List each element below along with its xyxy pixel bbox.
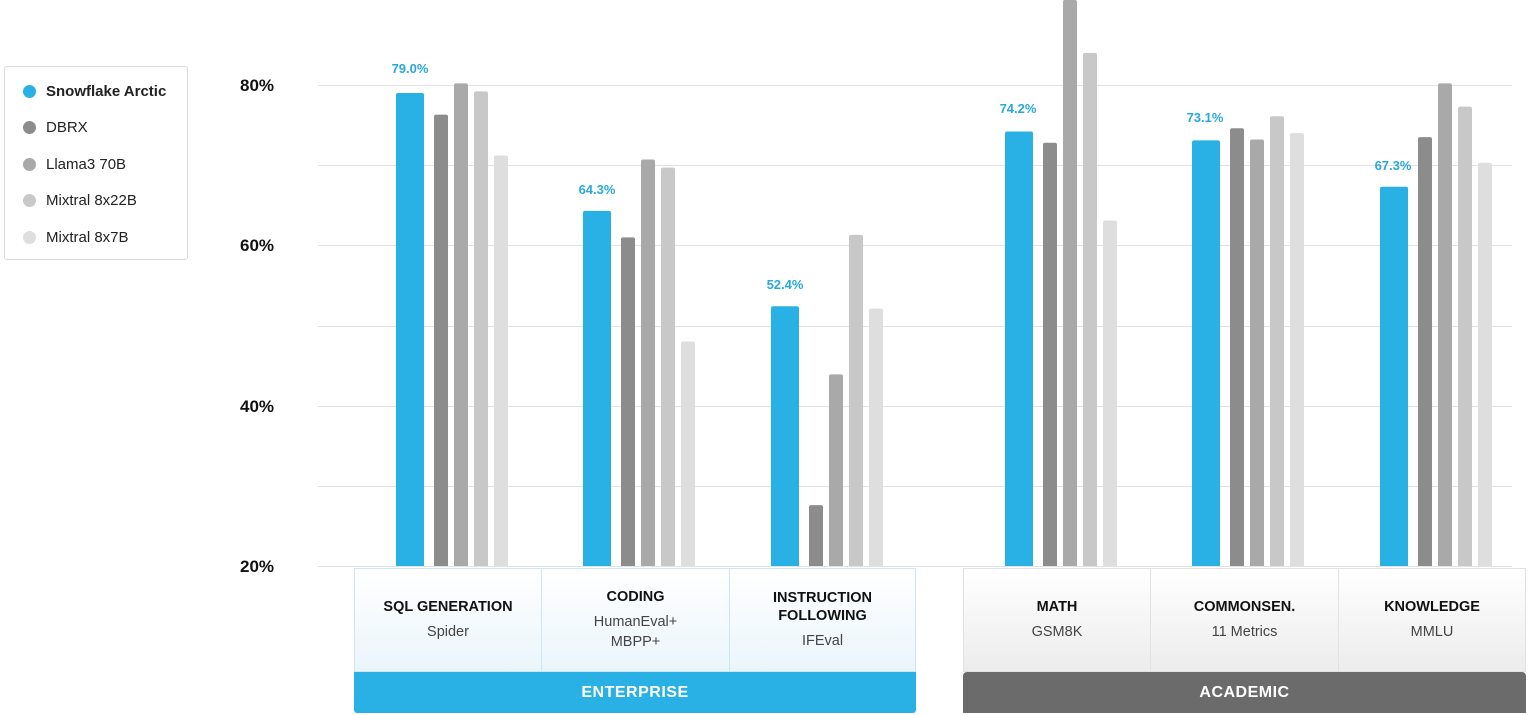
value-label: 52.4% [766, 277, 804, 292]
y-tick-label: 80% [240, 76, 275, 95]
bar-mixtral-8x22b [1458, 106, 1472, 567]
category-sql-generation: SQL GENERATION Spider [354, 568, 542, 672]
category-benchmark: HumanEval+ MBPP+ [593, 614, 678, 650]
legend-item-mixtral-8x7b: Mixtral 8x7B [23, 227, 129, 247]
bar-snowflake-arctic [1192, 140, 1220, 566]
group-enterprise: ENTERPRISE [354, 672, 916, 713]
bar-mixtral-8x22b [1270, 116, 1284, 566]
category-benchmark: Spider [427, 624, 469, 640]
bar-mixtral-8x7b [869, 308, 883, 566]
bar-mixtral-8x22b [849, 234, 863, 566]
category-benchmark: IFEval [801, 633, 844, 649]
legend-item-llama3-70b: Llama3 70B [23, 154, 126, 174]
legend-label: DBRX [46, 118, 88, 136]
bar-mixtral-8x22b [1083, 52, 1097, 566]
bar-snowflake-arctic [1005, 131, 1033, 566]
bar-mixtral-8x7b [1103, 220, 1117, 566]
category-benchmark: MMLU [1410, 624, 1454, 640]
group-academic: ACADEMIC [963, 672, 1526, 713]
bar-dbrx [1418, 137, 1432, 566]
bar-snowflake-arctic [396, 93, 424, 567]
category-name: KNOWLEDGE [1384, 599, 1480, 615]
category-benchmark: 11 Metrics [1211, 624, 1278, 640]
bar-dbrx [809, 505, 823, 566]
legend-swatch [23, 120, 36, 134]
category-name: INSTRUCTION FOLLOWING [772, 590, 873, 624]
legend-swatch [23, 157, 36, 171]
value-label: 74.2% [999, 101, 1037, 116]
value-label: 67.3% [1374, 158, 1412, 173]
legend-label: Snowflake Arctic [46, 82, 167, 100]
category-knowledge: KNOWLEDGE MMLU [1338, 568, 1526, 672]
bar-mixtral-8x7b [494, 155, 508, 566]
category-instruction-following: INSTRUCTION FOLLOWING IFEval [729, 568, 916, 672]
value-label: 73.1% [1186, 110, 1224, 125]
bar-mixtral-8x22b [474, 91, 488, 566]
bar-llama3-70b [1063, 0, 1077, 566]
legend-item-snowflake-arctic: Snowflake Arctic [23, 81, 166, 101]
bar-mixtral-8x7b [681, 341, 695, 566]
y-tick-label: 60% [240, 236, 275, 255]
bar-llama3-70b [829, 374, 843, 566]
legend-swatch [23, 84, 36, 98]
category-name: SQL GENERATION [383, 599, 513, 615]
bar-dbrx [434, 114, 448, 566]
category-benchmark: GSM8K [1031, 624, 1083, 640]
category-name: COMMONSEN. [1193, 599, 1296, 615]
bar-llama3-70b [1250, 139, 1264, 566]
legend-label: Mixtral 8x7B [46, 228, 129, 246]
category-name: MATH [1036, 599, 1078, 615]
category-commonsense: COMMONSEN. 11 Metrics [1150, 568, 1339, 672]
y-tick-label: 40% [240, 397, 275, 416]
legend-item-dbrx: DBRX [23, 117, 88, 137]
value-label: 79.0% [391, 61, 429, 76]
category-coding: CODING HumanEval+ MBPP+ [541, 568, 730, 672]
bar-dbrx [1230, 128, 1244, 567]
bar-snowflake-arctic [771, 306, 799, 566]
bar-llama3-70b [1438, 83, 1452, 566]
bar-mixtral-8x7b [1290, 133, 1304, 566]
bar-dbrx [621, 237, 635, 567]
bar-mixtral-8x22b [661, 167, 675, 567]
bar-snowflake-arctic [583, 210, 611, 566]
legend: Snowflake Arctic DBRX Llama3 70B Mixtral… [4, 66, 188, 260]
y-tick-label: 20% [240, 557, 275, 576]
legend-label: Mixtral 8x22B [46, 191, 137, 209]
legend-swatch [23, 230, 36, 244]
category-name: CODING [606, 589, 665, 605]
legend-swatch [23, 193, 36, 207]
bar-snowflake-arctic [1380, 186, 1408, 567]
value-label: 64.3% [578, 182, 616, 197]
bar-llama3-70b [454, 83, 468, 566]
bar-mixtral-8x7b [1478, 162, 1492, 567]
bar-dbrx [1043, 142, 1057, 566]
legend-label: Llama3 70B [46, 155, 127, 173]
bar-llama3-70b [641, 159, 655, 566]
category-math: MATH GSM8K [963, 568, 1151, 672]
legend-item-mixtral-8x22b: Mixtral 8x22B [23, 190, 137, 210]
